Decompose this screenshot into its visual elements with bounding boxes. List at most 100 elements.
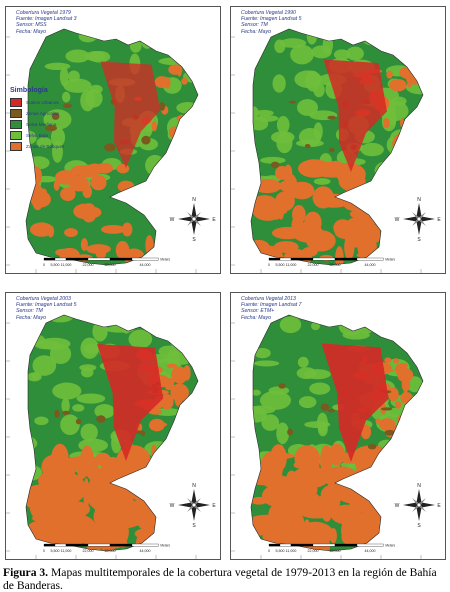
selva-baja-patch bbox=[60, 414, 80, 436]
bosques-patch bbox=[295, 221, 318, 240]
bosques-patch bbox=[397, 368, 414, 383]
selva-baja-patch bbox=[34, 416, 49, 426]
selva-baja-patch bbox=[251, 405, 276, 414]
bosques-patch bbox=[284, 174, 298, 201]
map-title: Cobertura Vegetal 1990 bbox=[241, 10, 296, 16]
bosques-patch bbox=[311, 459, 320, 473]
map-panel-2013: N S E W 0 5,500 11,000 22,000 33,000 44,000 Meters… bbox=[230, 292, 446, 560]
bosques-patch bbox=[145, 235, 154, 256]
bosques-patch bbox=[400, 420, 416, 435]
selva-baja-patch bbox=[387, 454, 401, 464]
bosques-patch bbox=[73, 203, 96, 219]
coastline bbox=[25, 314, 199, 552]
legend-item: Suelos Urbanos bbox=[10, 97, 76, 108]
selva-baja-patch bbox=[80, 337, 99, 359]
agri-patch bbox=[96, 415, 106, 423]
selva-baja-patch bbox=[182, 315, 198, 321]
figure-caption: Figura 3. Mapas multitemporales de la co… bbox=[3, 566, 449, 592]
selva-baja-patch bbox=[61, 398, 70, 414]
compass-w-label: W bbox=[170, 503, 175, 509]
bosques-patch bbox=[50, 509, 64, 534]
graticule bbox=[231, 36, 422, 273]
scale-tick-label: 0 bbox=[268, 549, 270, 553]
selva-baja-patch bbox=[166, 31, 184, 41]
coastline bbox=[250, 28, 424, 266]
selva-baja-patch bbox=[294, 70, 322, 89]
bosques-patch bbox=[363, 222, 377, 235]
bosques-patch bbox=[327, 482, 340, 495]
scale-bar: 0 5,500 11,000 22,000 33,000 44,000 Meters bbox=[268, 544, 396, 553]
agri-patch bbox=[278, 383, 286, 389]
bosques-patch bbox=[252, 178, 282, 194]
bosques-patch bbox=[134, 528, 161, 540]
selva-baja-patch bbox=[396, 333, 421, 342]
map-header: Cobertura Vegetal 1990 Fuente: Imagen Lan… bbox=[241, 10, 302, 35]
bosques-patch bbox=[383, 117, 390, 129]
bosques-patch bbox=[80, 238, 88, 251]
selva-baja-patch bbox=[50, 127, 66, 148]
bosques-patch bbox=[133, 449, 149, 472]
scale-tick-label: 0 bbox=[43, 549, 45, 553]
scale-tick-label: 0 bbox=[268, 263, 270, 267]
selva-baja-patch bbox=[313, 122, 323, 141]
map-source: Fuente: Imagen Landsat 5 bbox=[16, 302, 77, 309]
compass-n-label: N bbox=[417, 197, 421, 203]
selva-baja-patch bbox=[186, 465, 195, 475]
scale-tick-label: 11,000 bbox=[61, 549, 72, 553]
urban-zone bbox=[323, 59, 387, 172]
bosques-patch bbox=[342, 192, 366, 211]
bosques-patch bbox=[174, 388, 183, 407]
bosques-patch bbox=[131, 483, 157, 504]
legend-label: Zonas de Bosques bbox=[26, 144, 65, 149]
bosques-patch bbox=[100, 224, 126, 234]
selva-baja-patch bbox=[313, 82, 325, 98]
bosques-patch bbox=[397, 414, 407, 426]
selva-baja-patch bbox=[188, 109, 198, 121]
agri-patch bbox=[367, 444, 377, 450]
agri-patch bbox=[45, 125, 58, 132]
bosques-patch bbox=[282, 248, 311, 265]
legend-label: Selva Baja bbox=[26, 133, 48, 138]
map-sensor: Sensor: TM bbox=[16, 308, 43, 315]
selva-baja-patch bbox=[128, 329, 153, 349]
compass-rose: N S E W bbox=[395, 483, 442, 529]
selva-baja-patch bbox=[36, 137, 52, 149]
selva-baja-patch bbox=[259, 390, 292, 410]
agri-patch bbox=[75, 418, 82, 425]
selva-baja-patch bbox=[298, 396, 317, 409]
map-panel-2003: N S E W 0 5,500 11,000 22,000 33,000 44,000 Meters… bbox=[5, 292, 221, 560]
scale-tick-label: 33,000 bbox=[105, 549, 116, 553]
bosques-patch bbox=[344, 530, 372, 545]
bosques-patch bbox=[160, 394, 174, 410]
scale-unit-label: Meters bbox=[160, 544, 170, 548]
graticule bbox=[231, 322, 422, 559]
selva-baja-patch bbox=[268, 386, 290, 395]
bosques-patch bbox=[38, 468, 79, 493]
bosques-patch bbox=[166, 363, 178, 369]
bosques-patch bbox=[32, 192, 44, 211]
legend-item: Zonas Agrícolas bbox=[10, 108, 76, 119]
selva-baja-patch bbox=[254, 109, 274, 117]
selva-baja-patch bbox=[80, 367, 94, 378]
compass-n-label: N bbox=[417, 483, 421, 489]
bosques-patch bbox=[76, 164, 101, 178]
selva-baja-patch bbox=[296, 99, 318, 116]
land-cover bbox=[26, 29, 198, 265]
compass-w-label: W bbox=[395, 217, 400, 223]
legend-label: Suelos Urbanos bbox=[26, 100, 59, 105]
urban-zone bbox=[97, 344, 164, 461]
compass-n-label: N bbox=[192, 197, 196, 203]
selva-baja-patch bbox=[387, 110, 397, 126]
selva-baja-patch bbox=[184, 131, 198, 149]
bosques-patch bbox=[320, 444, 333, 476]
compass-e-label: E bbox=[437, 217, 441, 223]
bosques-patch bbox=[408, 118, 416, 134]
map-title: Cobertura Vegetal 2013 bbox=[241, 296, 296, 302]
bosques-patch bbox=[63, 501, 91, 518]
selva-baja-patch bbox=[387, 452, 407, 464]
bosques-patch bbox=[150, 444, 157, 465]
selva-baja-patch bbox=[309, 382, 331, 395]
selva-baja-patch bbox=[181, 315, 198, 324]
selva-baja-patch bbox=[313, 178, 331, 185]
map-canvas: N S E W 0 5,500 11,000 22,000 33,000 44,000 Meters bbox=[231, 28, 441, 273]
